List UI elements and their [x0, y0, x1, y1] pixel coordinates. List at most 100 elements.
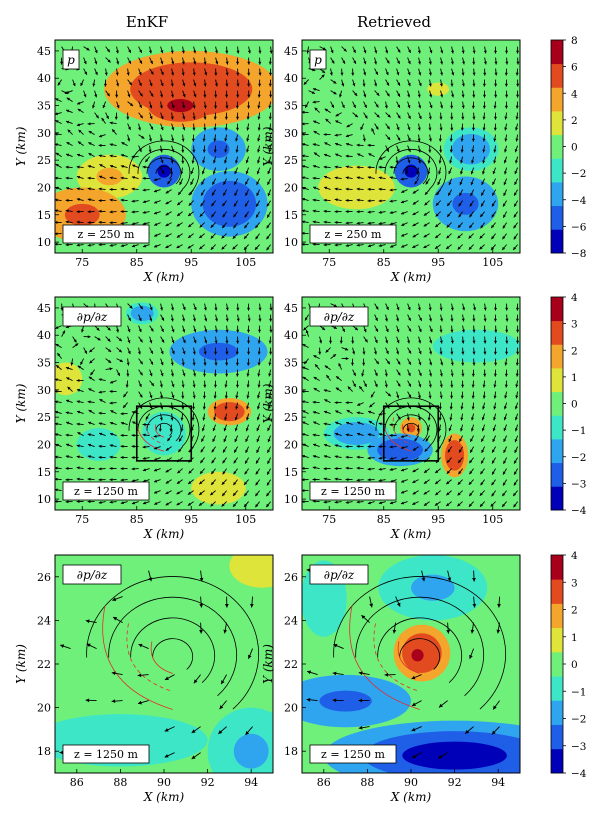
plot-area	[50, 297, 273, 510]
field-blob	[249, 557, 275, 574]
y-axis-label: Y (km)	[14, 126, 28, 166]
colorbar-tick-label: 6	[571, 62, 578, 74]
level-label-box: z = 1250 m	[63, 482, 149, 500]
y-tick-label: 35	[284, 100, 298, 113]
colorbar-segment	[551, 344, 563, 368]
colorbar-tick-label: 4	[571, 292, 578, 304]
field-blob	[118, 620, 144, 664]
y-tick-label: 20	[37, 702, 51, 715]
x-tick-label: 90	[404, 776, 418, 789]
x-tick-label: 75	[322, 513, 336, 526]
x-tick-label: 92	[448, 776, 462, 789]
colorbar-tick-label: −4	[571, 195, 587, 207]
plot-area	[302, 40, 520, 253]
colorbar-tick-label: −4	[571, 505, 587, 517]
y-tick-label: 26	[37, 571, 51, 584]
x-axis-label: X (km)	[390, 527, 432, 541]
colorbar-segment	[551, 229, 563, 253]
y-axis-label: Y (km)	[261, 644, 275, 684]
colorbar-segment	[551, 652, 563, 677]
field-blob	[208, 482, 230, 495]
y-tick-label: 40	[284, 72, 298, 85]
y-tick-label: 40	[284, 329, 298, 342]
x-tick-label: 105	[482, 256, 503, 269]
variable-label: p	[67, 53, 75, 67]
colorbar-tick-label: −6	[571, 221, 587, 233]
colorbar-segment	[551, 415, 563, 439]
colorbar-tick-label: −8	[571, 248, 586, 260]
y-axis-label: Y (km)	[261, 126, 275, 166]
level-label-box: z = 1250 m	[63, 745, 149, 763]
y-tick-label: 18	[37, 745, 51, 758]
colorbar-tick-label: 2	[571, 605, 578, 617]
y-tick-label: 22	[284, 658, 298, 671]
colorbar-tick-label: 1	[571, 632, 578, 644]
variable-label: ∂p/∂z	[324, 310, 355, 324]
level-label: z = 1250 m	[74, 748, 138, 761]
x-tick-label: 88	[360, 776, 374, 789]
colorbar-segment	[551, 628, 563, 653]
field-blob	[343, 427, 369, 440]
x-tick-label: 86	[70, 776, 84, 789]
colorbar-tick-label: 3	[571, 319, 578, 331]
y-tick-label: 45	[284, 45, 298, 58]
x-axis-label: X (km)	[143, 527, 185, 541]
x-tick-label: 75	[75, 513, 89, 526]
colorbar-tick-label: −1	[571, 686, 586, 698]
variable-label-box: ∂p/∂z	[310, 307, 368, 326]
field-blob	[319, 691, 371, 712]
x-tick-label: 94	[491, 776, 505, 789]
colorbar-tick-label: 2	[571, 115, 578, 127]
field-blob	[341, 179, 372, 196]
x-tick-label: 75	[75, 256, 89, 269]
plot-area	[39, 40, 279, 253]
colorbar-segment	[551, 749, 563, 774]
y-tick-label: 10	[284, 236, 298, 249]
y-axis-label: Y (km)	[261, 383, 275, 423]
y-tick-label: 35	[37, 357, 51, 370]
field-blob	[234, 734, 269, 769]
field-blob	[459, 340, 494, 353]
colorbar-segment	[551, 439, 563, 463]
field-blob	[414, 652, 421, 659]
variable-label: p	[314, 53, 322, 67]
colorbar-segment	[551, 321, 563, 345]
y-tick-label: 22	[37, 658, 51, 671]
y-tick-label: 40	[37, 329, 51, 342]
y-tick-label: 18	[284, 745, 298, 758]
y-tick-label: 30	[37, 384, 51, 397]
y-tick-label: 25	[37, 411, 51, 424]
colorbar-segment	[551, 392, 563, 416]
colorbar-segment	[551, 463, 563, 487]
field-blob	[460, 140, 482, 157]
colorbar-tick-label: 4	[571, 550, 578, 562]
level-label: z = 1250 m	[321, 748, 385, 761]
x-tick-label: 105	[235, 513, 256, 526]
y-tick-label: 15	[284, 466, 298, 479]
field-blob	[167, 99, 193, 112]
y-tick-label: 20	[37, 181, 51, 194]
colorbar-segment	[551, 40, 563, 64]
variable-label: ∂p/∂z	[77, 568, 108, 582]
colorbar-tick-label: −2	[571, 452, 586, 464]
x-axis-label: X (km)	[143, 790, 185, 804]
field-blob	[59, 372, 72, 385]
y-tick-label: 10	[37, 236, 51, 249]
y-tick-label: 24	[37, 614, 51, 627]
colorbar-tick-label: −3	[571, 741, 586, 753]
x-tick-label: 105	[482, 513, 503, 526]
colorbar-tick-label: −2	[571, 168, 586, 180]
field-blob	[387, 443, 413, 456]
y-tick-label: 40	[37, 72, 51, 85]
x-tick-label: 75	[322, 256, 336, 269]
column-title-enkf: EnKF	[126, 13, 168, 31]
y-tick-label: 45	[284, 302, 298, 315]
field-blob	[452, 193, 478, 215]
x-tick-label: 86	[317, 776, 331, 789]
